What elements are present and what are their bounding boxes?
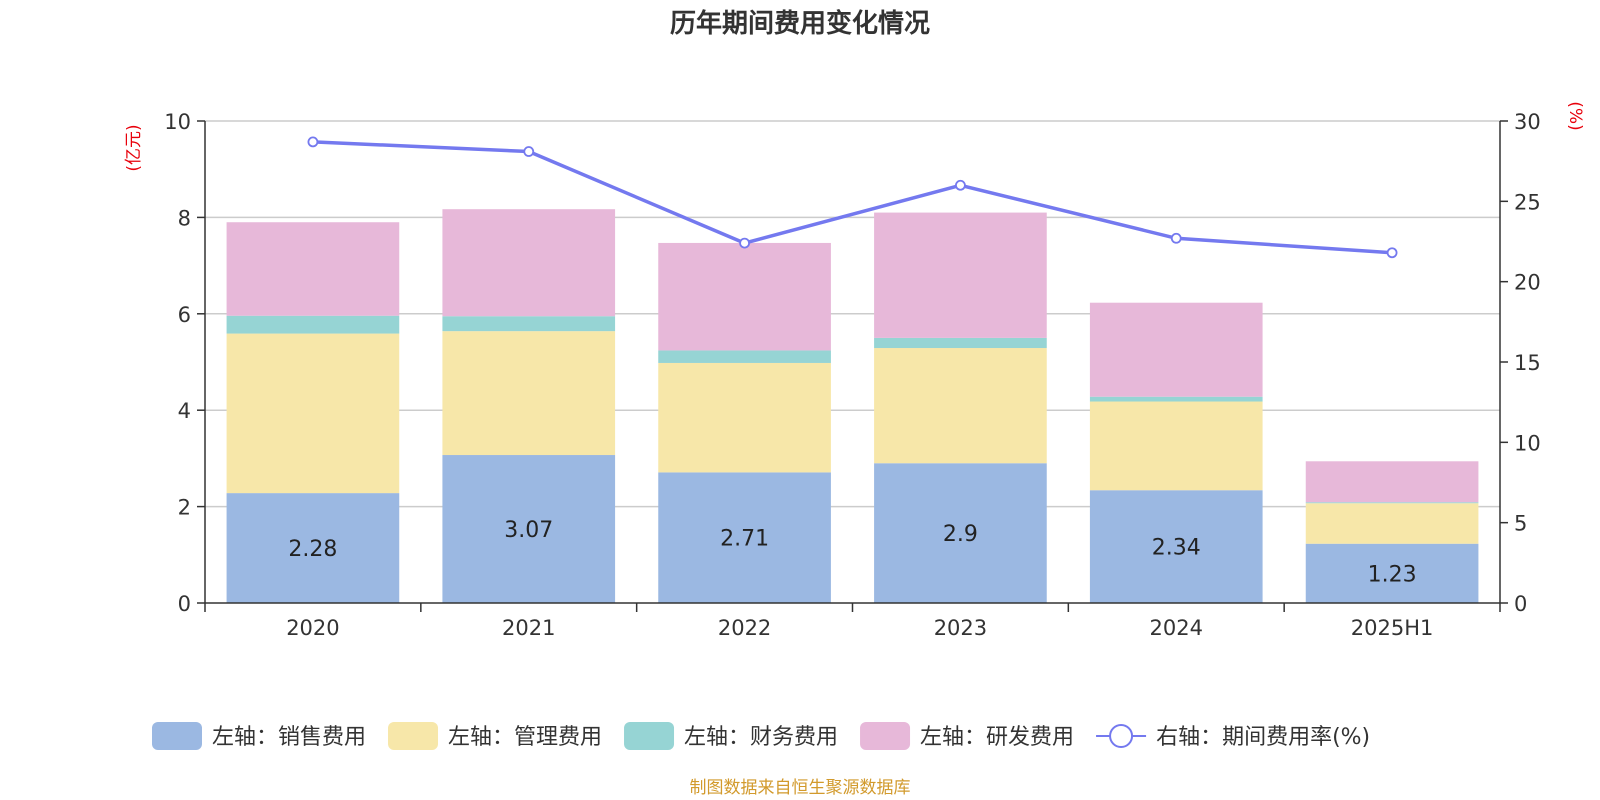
bar-segment-series-0 xyxy=(442,455,616,603)
bar-segment-series-3 xyxy=(1089,302,1263,397)
bar-segment-series-2 xyxy=(1305,502,1479,504)
chart-title: 历年期间费用变化情况 xyxy=(670,8,930,39)
bar-segment-series-2 xyxy=(874,337,1047,349)
y-right-tick-label: 30 xyxy=(1514,110,1541,134)
right-axis-unit: (%) xyxy=(1565,101,1585,130)
line-layer xyxy=(307,136,1398,259)
x-tick-label: 2021 xyxy=(502,616,555,640)
bar-segment-series-0 xyxy=(658,472,831,603)
bar-data-label: 2.9 xyxy=(943,522,978,547)
x-tick-label: 2024 xyxy=(1150,616,1203,640)
y-right-tick-label: 25 xyxy=(1514,190,1541,214)
y-left-tick-label: 4 xyxy=(178,399,191,423)
rate-point xyxy=(955,179,966,191)
legend-swatch xyxy=(388,722,439,750)
bar-segment-series-2 xyxy=(442,316,616,332)
bar-segment-series-1 xyxy=(1305,503,1479,544)
bar-segment-series-2 xyxy=(1089,396,1263,402)
x-tick-label: 2022 xyxy=(718,616,771,640)
y-left-tick-label: 8 xyxy=(178,206,191,230)
bar-data-label: 2.71 xyxy=(720,527,769,552)
bar-data-label: 1.23 xyxy=(1368,562,1417,587)
legend-marker-swatch xyxy=(1109,724,1134,748)
grid-layer xyxy=(205,120,1500,508)
y-left-tick-label: 6 xyxy=(178,303,191,327)
rate-point xyxy=(739,237,750,249)
rate-point xyxy=(307,136,319,148)
y-left-tick-label: 2 xyxy=(178,496,191,520)
legend-swatch xyxy=(624,722,675,750)
bar-segment-series-0 xyxy=(1305,543,1479,603)
bar-segment-series-1 xyxy=(658,362,831,473)
bar-segment-series-0 xyxy=(1089,490,1263,603)
rate-point xyxy=(523,146,535,157)
rate-point xyxy=(1386,247,1398,259)
legend-swatch xyxy=(860,722,911,750)
rate-point xyxy=(1170,232,1182,244)
rate-line xyxy=(312,140,1393,255)
x-tick-label: 2020 xyxy=(286,616,339,640)
bar-segment-series-3 xyxy=(1305,461,1479,503)
bar-segment-series-2 xyxy=(658,350,831,363)
bar-data-label: 2.28 xyxy=(288,537,337,562)
y-right-tick-label: 20 xyxy=(1514,271,1541,295)
y-left-tick-label: 0 xyxy=(178,592,191,616)
source-note: 制图数据来自恒生聚源数据库 xyxy=(690,778,911,798)
bar-data-label: 3.07 xyxy=(504,518,553,543)
bar-segment-series-3 xyxy=(658,242,831,351)
bar-segment-series-3 xyxy=(874,212,1047,338)
bar-segment-series-0 xyxy=(874,463,1047,603)
legend-label: 右轴：期间费用率(%) xyxy=(1156,725,1370,750)
y-right-tick-label: 15 xyxy=(1514,351,1541,375)
legend-swatch xyxy=(152,722,202,750)
legend: 左轴：销售费用 左轴：管理费用 左轴：财务费用 左轴：研发费用 右轴：期间费用率(%) xyxy=(152,722,1370,750)
bar-segment-series-1 xyxy=(226,333,400,494)
bar-segment-series-1 xyxy=(1089,401,1263,491)
bar-segment-series-0 xyxy=(226,493,400,603)
left-axis-unit: (亿元) xyxy=(124,124,144,171)
y-right-tick-label: 0 xyxy=(1514,592,1527,616)
y-left-tick-label: 10 xyxy=(164,110,191,134)
legend-label: 左轴：财务费用 xyxy=(684,725,838,750)
bar-data-label: 2.34 xyxy=(1152,536,1201,561)
bar-segment-series-3 xyxy=(442,209,616,317)
bar-segment-series-1 xyxy=(442,331,616,456)
x-tick-label: 2023 xyxy=(934,616,987,640)
bar-segment-series-1 xyxy=(874,348,1047,464)
y-right-tick-label: 5 xyxy=(1514,512,1527,536)
legend-label: 左轴：管理费用 xyxy=(448,725,602,750)
x-tick-label: 2025H1 xyxy=(1351,616,1434,640)
bar-segment-series-3 xyxy=(226,222,400,316)
axes-layer: 0 2 4 6 8 10 0 5 10 15 20 25 30 2020 2021 2022 2023 2024 2… xyxy=(164,110,1540,640)
legend-label: 左轴：研发费用 xyxy=(920,725,1074,750)
bars-layer: 2.28 3.07 2.71 2.9 2.34 1.23 xyxy=(226,209,1479,603)
bar-segment-series-2 xyxy=(226,315,400,334)
y-right-tick-label: 10 xyxy=(1514,431,1541,455)
legend-label: 左轴：销售费用 xyxy=(212,725,366,750)
